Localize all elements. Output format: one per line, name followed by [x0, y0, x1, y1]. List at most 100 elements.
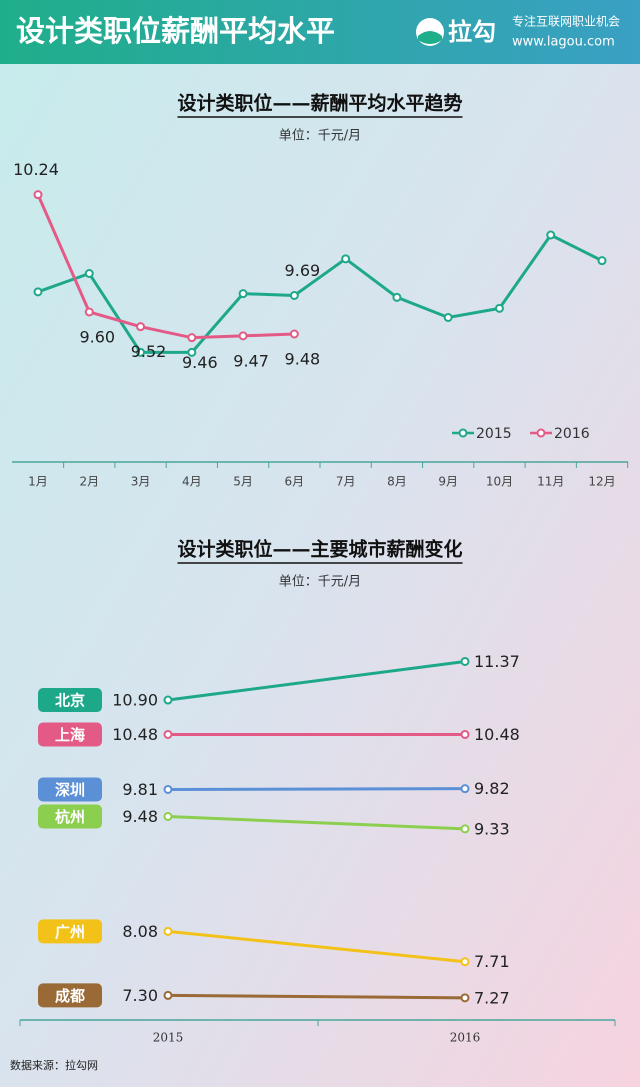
point	[597, 256, 607, 266]
legend-marker	[458, 428, 468, 438]
data-label: 9.60	[79, 328, 115, 347]
city-badge	[38, 688, 102, 713]
data-label: 9.52	[131, 342, 167, 361]
data-label: 9.33	[474, 819, 510, 838]
data-label: 9.47	[233, 351, 269, 370]
point	[341, 254, 351, 264]
slope-line	[167, 993, 466, 1000]
point	[460, 784, 470, 794]
x-tick-label: 10月	[486, 475, 513, 489]
slope-line	[167, 787, 466, 791]
x-tick-label: 4月	[182, 475, 202, 489]
legend-label: 2016	[554, 426, 590, 442]
data-label: 10.90	[112, 691, 158, 710]
city-badge	[38, 722, 102, 747]
slope-line	[167, 815, 466, 831]
city-badge	[38, 777, 102, 802]
point	[84, 269, 94, 278]
x-tick-label: 3月	[131, 475, 151, 489]
source: 数据来源：拉勾网	[10, 1058, 98, 1072]
point	[238, 331, 248, 341]
series-line	[36, 194, 295, 340]
x-tick-label: 2015	[153, 1031, 184, 1045]
legend-marker	[536, 428, 546, 438]
chart-subtitle: 单位：千元/月	[279, 575, 361, 590]
point	[163, 729, 173, 739]
data-label: 8.08	[122, 922, 158, 941]
point	[163, 695, 173, 705]
point	[163, 926, 173, 936]
city-badge	[38, 983, 102, 1008]
x-tick-label: 8月	[387, 475, 407, 489]
point	[546, 230, 556, 240]
point	[33, 190, 43, 200]
city-label: 深圳	[55, 781, 85, 799]
point	[460, 824, 470, 834]
point	[460, 656, 470, 666]
point	[460, 729, 470, 739]
point	[136, 322, 146, 332]
data-label: 9.48	[122, 807, 158, 826]
header-slogan: 专注互联网职业机会	[512, 14, 620, 29]
data-label: 7.30	[122, 986, 158, 1005]
city-label: 北京	[55, 692, 85, 710]
data-label: 10.48	[474, 725, 520, 744]
x-tick-label: 9月	[438, 475, 458, 489]
x-tick-label: 6月	[285, 475, 305, 489]
data-label: 9.48	[285, 350, 321, 369]
data-label: 10.24	[13, 160, 59, 179]
slope-line	[167, 929, 466, 964]
point	[136, 347, 146, 357]
x-tick-label: 11月	[537, 475, 564, 489]
header-bar	[0, 0, 640, 64]
point	[84, 307, 94, 317]
data-label: 10.48	[112, 725, 158, 744]
x-tick-label: 7月	[336, 475, 356, 489]
logo-text: 拉勾	[448, 18, 496, 46]
point	[163, 784, 173, 794]
point	[238, 289, 248, 299]
data-label: 9.82	[474, 779, 510, 798]
point	[289, 329, 299, 339]
point	[163, 812, 173, 822]
city-label: 成都	[55, 987, 85, 1005]
slope-line	[167, 659, 466, 702]
header-url: www.lagou.com	[512, 35, 615, 50]
city-badge	[38, 804, 102, 829]
data-label: 11.37	[474, 652, 520, 671]
data-label: 9.69	[285, 261, 321, 280]
chart-title: 设计类职位——主要城市薪酬变化	[177, 538, 462, 561]
header-title: 设计类职位薪酬平均水平	[16, 14, 335, 48]
point	[443, 313, 453, 322]
point	[163, 990, 173, 1000]
x-tick-label: 5月	[233, 475, 253, 489]
point	[460, 957, 470, 967]
data-label: 7.71	[474, 952, 510, 971]
legend-label: 2015	[476, 426, 512, 442]
data-label: 9.81	[122, 780, 158, 799]
x-tick-label: 2016	[450, 1031, 481, 1045]
chart-title: 设计类职位——薪酬平均水平趋势	[177, 92, 462, 115]
data-label: 9.46	[182, 353, 218, 372]
point	[460, 993, 470, 1003]
city-badge	[38, 919, 102, 944]
point	[392, 292, 402, 302]
chart-subtitle: 单位：千元/月	[279, 129, 361, 144]
x-tick-label: 2月	[79, 475, 99, 489]
city-label: 上海	[55, 726, 85, 744]
point	[494, 303, 504, 313]
city-label: 杭州	[55, 808, 85, 826]
point	[289, 291, 299, 300]
point	[187, 347, 197, 357]
point	[33, 287, 43, 297]
series-line	[37, 233, 603, 354]
data-label: 7.27	[474, 988, 510, 1007]
logo-icon-wave	[418, 31, 442, 44]
point	[187, 333, 197, 343]
x-tick-label: 1月	[28, 475, 48, 489]
x-tick-label: 12月	[588, 475, 615, 489]
city-label: 广州	[55, 923, 85, 941]
